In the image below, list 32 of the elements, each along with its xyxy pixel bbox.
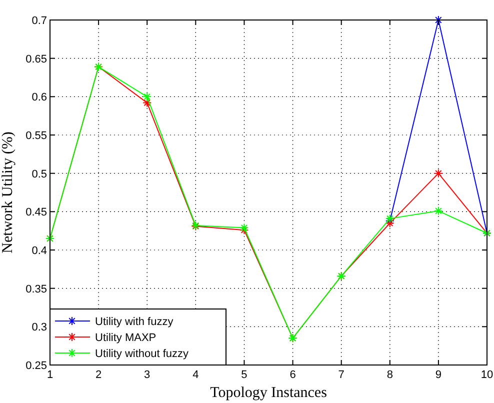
y-tick-label: 0.7 — [32, 15, 47, 27]
point — [434, 206, 443, 216]
y-tick-label: 0.55 — [26, 130, 47, 142]
point — [240, 226, 249, 235]
legend-label: Utility MAXP — [95, 332, 156, 344]
y-axis-title: Network Utility (%) — [0, 132, 16, 254]
point — [385, 218, 394, 228]
point — [434, 168, 443, 178]
legend-label: Utility without fuzzy — [95, 348, 190, 360]
y-tick-label: 0.3 — [32, 322, 47, 334]
x-tick-label: 10 — [480, 369, 494, 381]
y-tick-label: 0.4 — [32, 245, 47, 257]
x-tick-label: 4 — [192, 369, 199, 381]
x-tick-label: 7 — [338, 369, 344, 381]
point — [240, 223, 249, 232]
legend-label: Utility with fuzzy — [95, 316, 174, 328]
y-tick-label: 0.25 — [26, 360, 47, 372]
x-tick-label: 5 — [241, 369, 248, 381]
point — [142, 98, 152, 108]
y-tick-label: 0.65 — [26, 53, 47, 66]
y-tick-label: 0.5 — [32, 168, 47, 180]
y-tick-label: 0.45 — [26, 206, 47, 219]
y-tick-label: 0.35 — [26, 283, 47, 296]
x-tick-label: 2 — [95, 369, 102, 381]
x-tick-label: 6 — [290, 369, 296, 381]
x-tick-label: 1 — [46, 369, 54, 381]
x-axis-title: Topology Instances — [210, 385, 328, 401]
point — [142, 92, 152, 102]
y-tick-label: 0.6 — [32, 92, 47, 104]
x-tick-label: 3 — [144, 369, 150, 381]
x-tick-label: 8 — [386, 369, 393, 381]
x-tick-label: 9 — [435, 369, 442, 381]
